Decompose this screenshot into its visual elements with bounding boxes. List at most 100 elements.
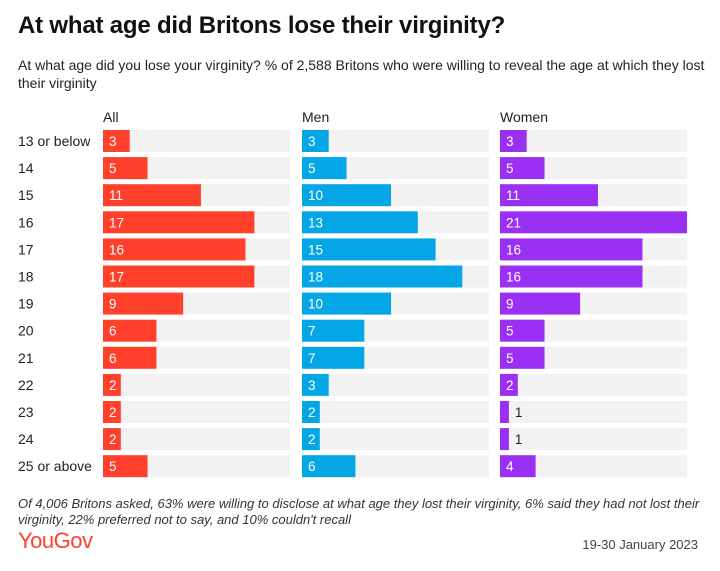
data-label: 6 [308,459,316,474]
category-label: 25 or above [18,458,92,474]
data-label: 17 [109,270,124,285]
bar-all [103,319,157,342]
background-bar [302,157,489,180]
data-label: 1 [515,432,523,447]
bar-men [302,184,392,207]
category-label: 13 or below [18,133,91,149]
data-label: 3 [308,378,316,393]
background-bar [500,401,687,423]
bar-all [103,184,201,207]
background-bar [500,373,687,396]
bar-women [500,238,643,261]
bar-women [500,130,527,152]
data-label: 2 [109,432,117,447]
bar-women [500,401,509,423]
category-label: 17 [18,241,34,257]
background-bar [103,130,290,152]
bar-women [500,428,509,451]
data-label: 2 [506,378,514,393]
bar-women [500,211,687,234]
bar-men [302,346,365,369]
data-label: 5 [506,351,514,366]
bar-women [500,265,643,288]
background-bar [500,428,687,451]
category-label: 21 [18,350,34,366]
bar-men [302,319,365,342]
bar-women [500,346,545,369]
bar-women [500,157,545,180]
bar-men [302,428,320,451]
bar-men [302,130,329,152]
bar-all [103,373,121,396]
background-bar [302,428,489,451]
bar-men [302,157,347,180]
data-label: 2 [308,432,316,447]
data-label: 16 [506,242,521,257]
data-label: 17 [109,215,124,230]
bar-men [302,265,463,288]
data-label: 6 [109,351,117,366]
data-label: 11 [506,188,520,203]
chart-title: At what age did Britons lose their virgi… [18,12,506,39]
data-label: 4 [506,459,514,474]
data-label: 10 [308,297,323,312]
bar-women [500,373,518,396]
category-label: 23 [18,404,34,420]
background-bar [500,319,687,342]
bar-all [103,292,184,315]
bar-men [302,455,356,478]
background-bar [103,373,290,396]
category-label: 24 [18,431,34,447]
data-label: 5 [109,459,117,474]
bar-all [103,157,148,180]
bar-women [500,455,536,478]
series-header-all: All [103,109,119,125]
background-bar [500,130,687,152]
bar-men [302,373,329,396]
background-bar [103,401,290,423]
background-bar [103,455,290,478]
bar-all [103,401,121,423]
series-header-men: Men [302,109,329,125]
data-label: 9 [506,297,514,312]
data-label: 10 [308,188,323,203]
data-label: 7 [308,324,316,339]
data-label: 3 [506,134,514,149]
category-label: 18 [18,269,34,285]
bar-women [500,319,545,342]
bar-all [103,130,130,152]
bar-men [302,401,320,423]
bar-men [302,211,418,234]
data-label: 5 [308,161,316,176]
bar-men [302,292,392,315]
category-label: 22 [18,377,34,393]
data-label: 21 [506,215,521,230]
background-bar [103,157,290,180]
data-label: 2 [109,378,117,393]
chart-subtitle: At what age did you lose your virginity?… [18,57,705,91]
data-label: 5 [506,324,514,339]
data-label: 11 [109,188,123,203]
background-bar [302,373,489,396]
bar-all [103,265,255,288]
background-bar [103,428,290,451]
background-bar [500,455,687,478]
data-label: 3 [308,134,316,149]
data-label: 18 [308,270,323,285]
data-label: 9 [109,297,117,312]
category-label: 16 [18,214,34,230]
background-bar [500,346,687,369]
category-label: 14 [18,160,34,176]
category-label: 15 [18,187,34,203]
data-label: 3 [109,134,117,149]
bar-men [302,238,436,261]
data-label: 7 [308,351,316,366]
bar-all [103,211,255,234]
data-label: 5 [109,161,117,176]
data-label: 13 [308,215,323,230]
data-label: 5 [506,161,514,176]
background-bar [302,401,489,423]
data-label: 16 [506,270,521,285]
data-label: 16 [109,242,124,257]
